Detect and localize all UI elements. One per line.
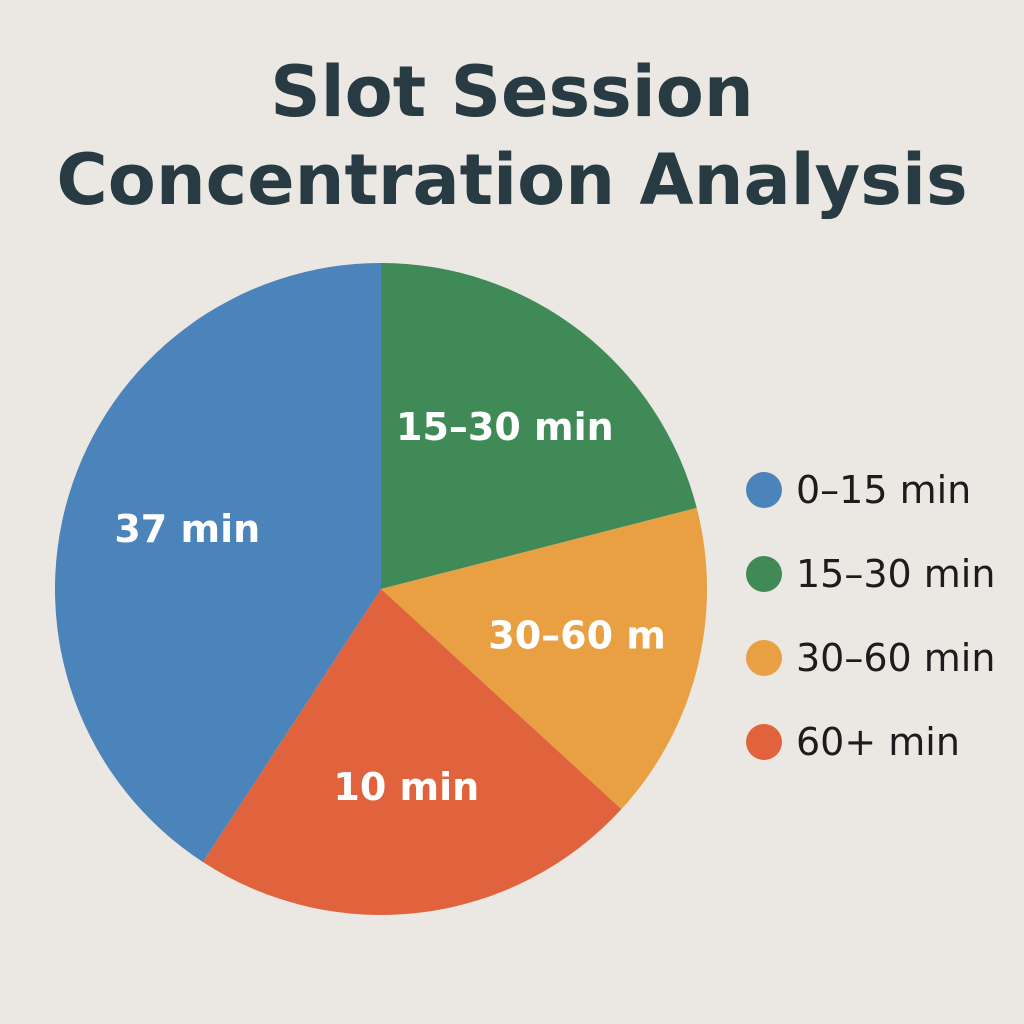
legend-item-2: 30–60 min	[746, 616, 1016, 700]
chart-title-line-1: Slot Session	[270, 51, 754, 133]
legend-label-3: 60+ min	[796, 720, 960, 764]
pie-slice-label-3: 10 min	[333, 765, 479, 809]
pie-slice-2	[381, 507, 707, 810]
pie-slice-label-1: 15–30 min	[396, 405, 614, 449]
pie-slice-1	[381, 263, 697, 589]
legend-item-3: 60+ min	[746, 700, 1016, 784]
chart-title: Slot Session Concentration Analysis	[0, 48, 1024, 224]
pie-slice-0	[55, 263, 382, 863]
pie-slice-label-0: 37 min	[114, 507, 260, 551]
pie-slice-label-2: 30–60 m	[488, 614, 666, 658]
legend-swatch-2	[746, 640, 782, 676]
pie-slice-3	[202, 589, 622, 915]
legend-swatch-3	[746, 724, 782, 760]
chart-title-line-2: Concentration Analysis	[56, 139, 968, 221]
legend-label-0: 0–15 min	[796, 468, 972, 512]
legend-item-0: 0–15 min	[746, 448, 1016, 532]
legend-swatch-1	[746, 556, 782, 592]
legend-label-2: 30–60 min	[796, 636, 996, 680]
chart-legend: 0–15 min 15–30 min 30–60 min 60+ min	[746, 448, 1016, 784]
legend-label-1: 15–30 min	[796, 552, 996, 596]
legend-item-1: 15–30 min	[746, 532, 1016, 616]
legend-swatch-0	[746, 472, 782, 508]
